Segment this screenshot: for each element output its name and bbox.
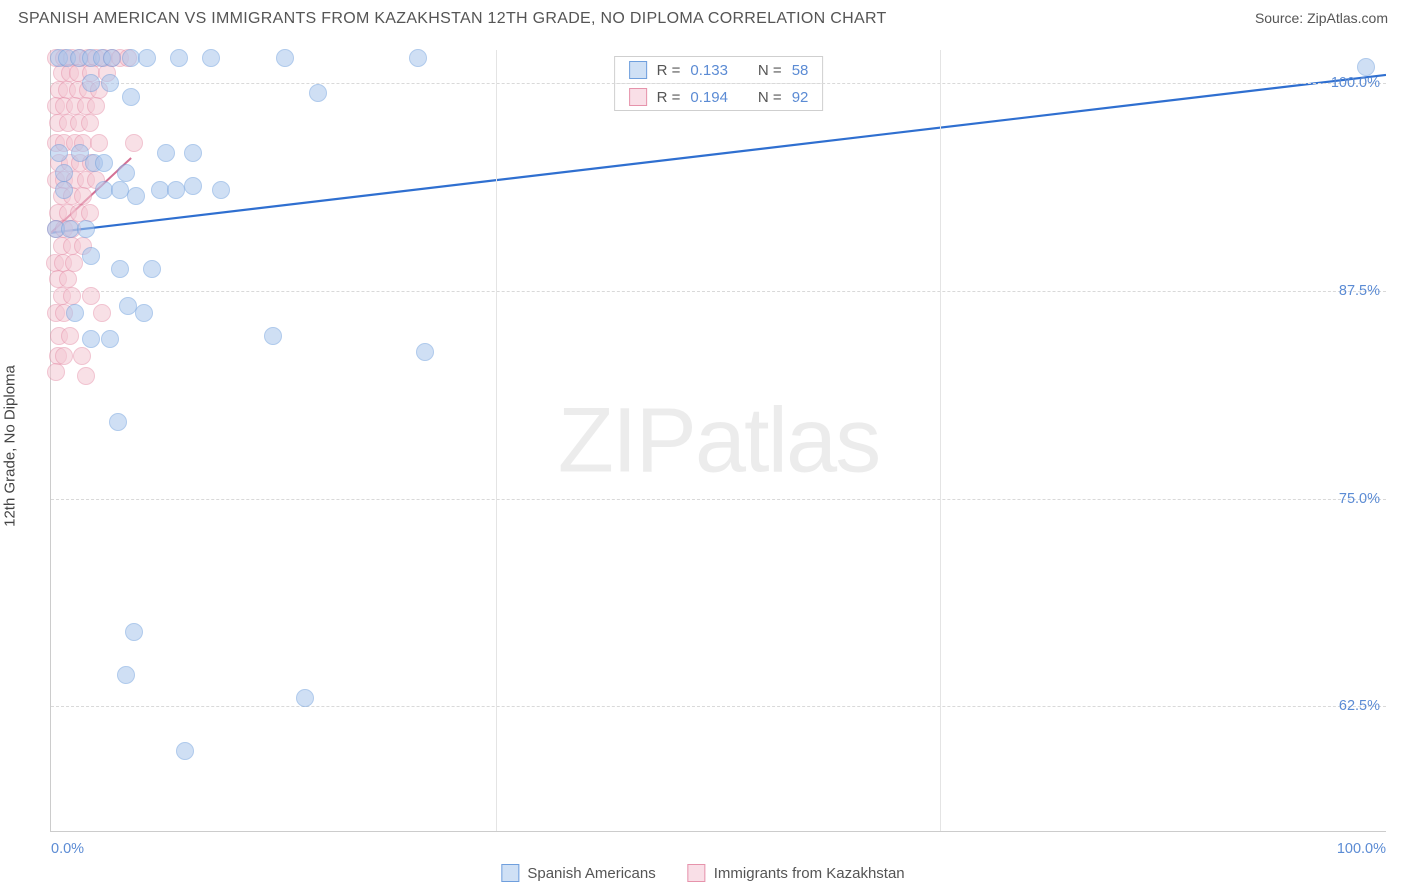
y-tick-label: 100.0% xyxy=(1331,75,1380,91)
scatter-point xyxy=(55,164,73,182)
scatter-point xyxy=(276,49,294,67)
x-tick-label: 100.0% xyxy=(1337,841,1386,857)
scatter-point xyxy=(109,413,127,431)
scatter-point xyxy=(65,254,83,272)
scatter-point xyxy=(143,260,161,278)
scatter-point xyxy=(77,220,95,238)
plot-wrap: ZIPatlas R = 0.133 N = 58 R = 0.194 N = … xyxy=(50,50,1386,832)
scatter-point xyxy=(77,367,95,385)
x-gridline xyxy=(496,50,497,831)
scatter-point xyxy=(176,742,194,760)
x-tick-label: 0.0% xyxy=(51,841,84,857)
source-attribution: Source: ZipAtlas.com xyxy=(1255,10,1388,26)
scatter-point xyxy=(127,187,145,205)
scatter-point xyxy=(138,49,156,67)
source-label: Source: xyxy=(1255,10,1303,26)
y-gridline xyxy=(51,499,1386,500)
y-tick-label: 87.5% xyxy=(1339,283,1380,299)
scatter-point xyxy=(82,74,100,92)
stat-n-value-1: 92 xyxy=(792,89,809,106)
scatter-point xyxy=(117,666,135,684)
scatter-point xyxy=(184,177,202,195)
y-tick-label: 75.0% xyxy=(1339,491,1380,507)
stat-r-label: R = xyxy=(657,89,681,106)
scatter-point xyxy=(296,689,314,707)
chart-title: SPANISH AMERICAN VS IMMIGRANTS FROM KAZA… xyxy=(18,10,887,28)
stat-r-value-0: 0.133 xyxy=(690,62,728,79)
legend-item-0: Spanish Americans xyxy=(501,864,655,882)
scatter-point xyxy=(170,49,188,67)
stat-n-value-0: 58 xyxy=(792,62,809,79)
scatter-point xyxy=(202,49,220,67)
y-tick-label: 62.5% xyxy=(1339,698,1380,714)
scatter-point xyxy=(184,144,202,162)
scatter-point xyxy=(63,287,81,305)
plot-area: ZIPatlas R = 0.133 N = 58 R = 0.194 N = … xyxy=(50,50,1386,832)
scatter-point xyxy=(103,49,121,67)
stat-r-label: R = xyxy=(657,62,681,79)
scatter-point xyxy=(82,247,100,265)
trend-lines xyxy=(51,50,1386,831)
x-gridline xyxy=(940,50,941,831)
legend-swatch-0 xyxy=(501,864,519,882)
scatter-point xyxy=(90,134,108,152)
y-gridline xyxy=(51,83,1386,84)
watermark: ZIPatlas xyxy=(558,388,879,493)
swatch-series-0 xyxy=(629,61,647,79)
scatter-point xyxy=(416,343,434,361)
scatter-point xyxy=(101,74,119,92)
scatter-point xyxy=(61,327,79,345)
legend-item-1: Immigrants from Kazakhstan xyxy=(688,864,905,882)
scatter-point xyxy=(82,287,100,305)
scatter-point xyxy=(125,623,143,641)
scatter-point xyxy=(82,330,100,348)
scatter-point xyxy=(59,270,77,288)
scatter-point xyxy=(55,181,73,199)
scatter-point xyxy=(157,144,175,162)
watermark-light: atlas xyxy=(695,389,879,491)
scatter-point xyxy=(409,49,427,67)
watermark-bold: ZIP xyxy=(558,389,695,491)
legend-label-0: Spanish Americans xyxy=(527,865,655,882)
stat-r-value-1: 0.194 xyxy=(690,89,728,106)
scatter-point xyxy=(81,114,99,132)
title-bar: SPANISH AMERICAN VS IMMIGRANTS FROM KAZA… xyxy=(0,0,1406,34)
swatch-series-1 xyxy=(629,88,647,106)
y-gridline xyxy=(51,291,1386,292)
scatter-point xyxy=(93,304,111,322)
scatter-point xyxy=(50,144,68,162)
scatter-point xyxy=(74,187,92,205)
scatter-point xyxy=(95,154,113,172)
stats-row-series-0: R = 0.133 N = 58 xyxy=(615,57,823,83)
stat-n-label: N = xyxy=(758,89,782,106)
scatter-point xyxy=(81,204,99,222)
scatter-point xyxy=(55,347,73,365)
y-gridline xyxy=(51,706,1386,707)
scatter-point xyxy=(1357,58,1375,76)
scatter-point xyxy=(212,181,230,199)
scatter-point xyxy=(101,330,119,348)
scatter-point xyxy=(122,88,140,106)
scatter-point xyxy=(111,260,129,278)
stat-n-label: N = xyxy=(758,62,782,79)
y-axis-title: 12th Grade, No Diploma xyxy=(2,365,19,527)
source-name[interactable]: ZipAtlas.com xyxy=(1307,10,1388,26)
legend-swatch-1 xyxy=(688,864,706,882)
scatter-point xyxy=(125,134,143,152)
scatter-point xyxy=(47,363,65,381)
stats-row-series-1: R = 0.194 N = 92 xyxy=(615,83,823,110)
scatter-point xyxy=(117,164,135,182)
scatter-point xyxy=(309,84,327,102)
legend-label-1: Immigrants from Kazakhstan xyxy=(714,865,905,882)
bottom-legend: Spanish Americans Immigrants from Kazakh… xyxy=(501,864,904,882)
scatter-point xyxy=(73,347,91,365)
scatter-point xyxy=(66,304,84,322)
scatter-point xyxy=(264,327,282,345)
scatter-point xyxy=(87,97,105,115)
scatter-point xyxy=(135,304,153,322)
